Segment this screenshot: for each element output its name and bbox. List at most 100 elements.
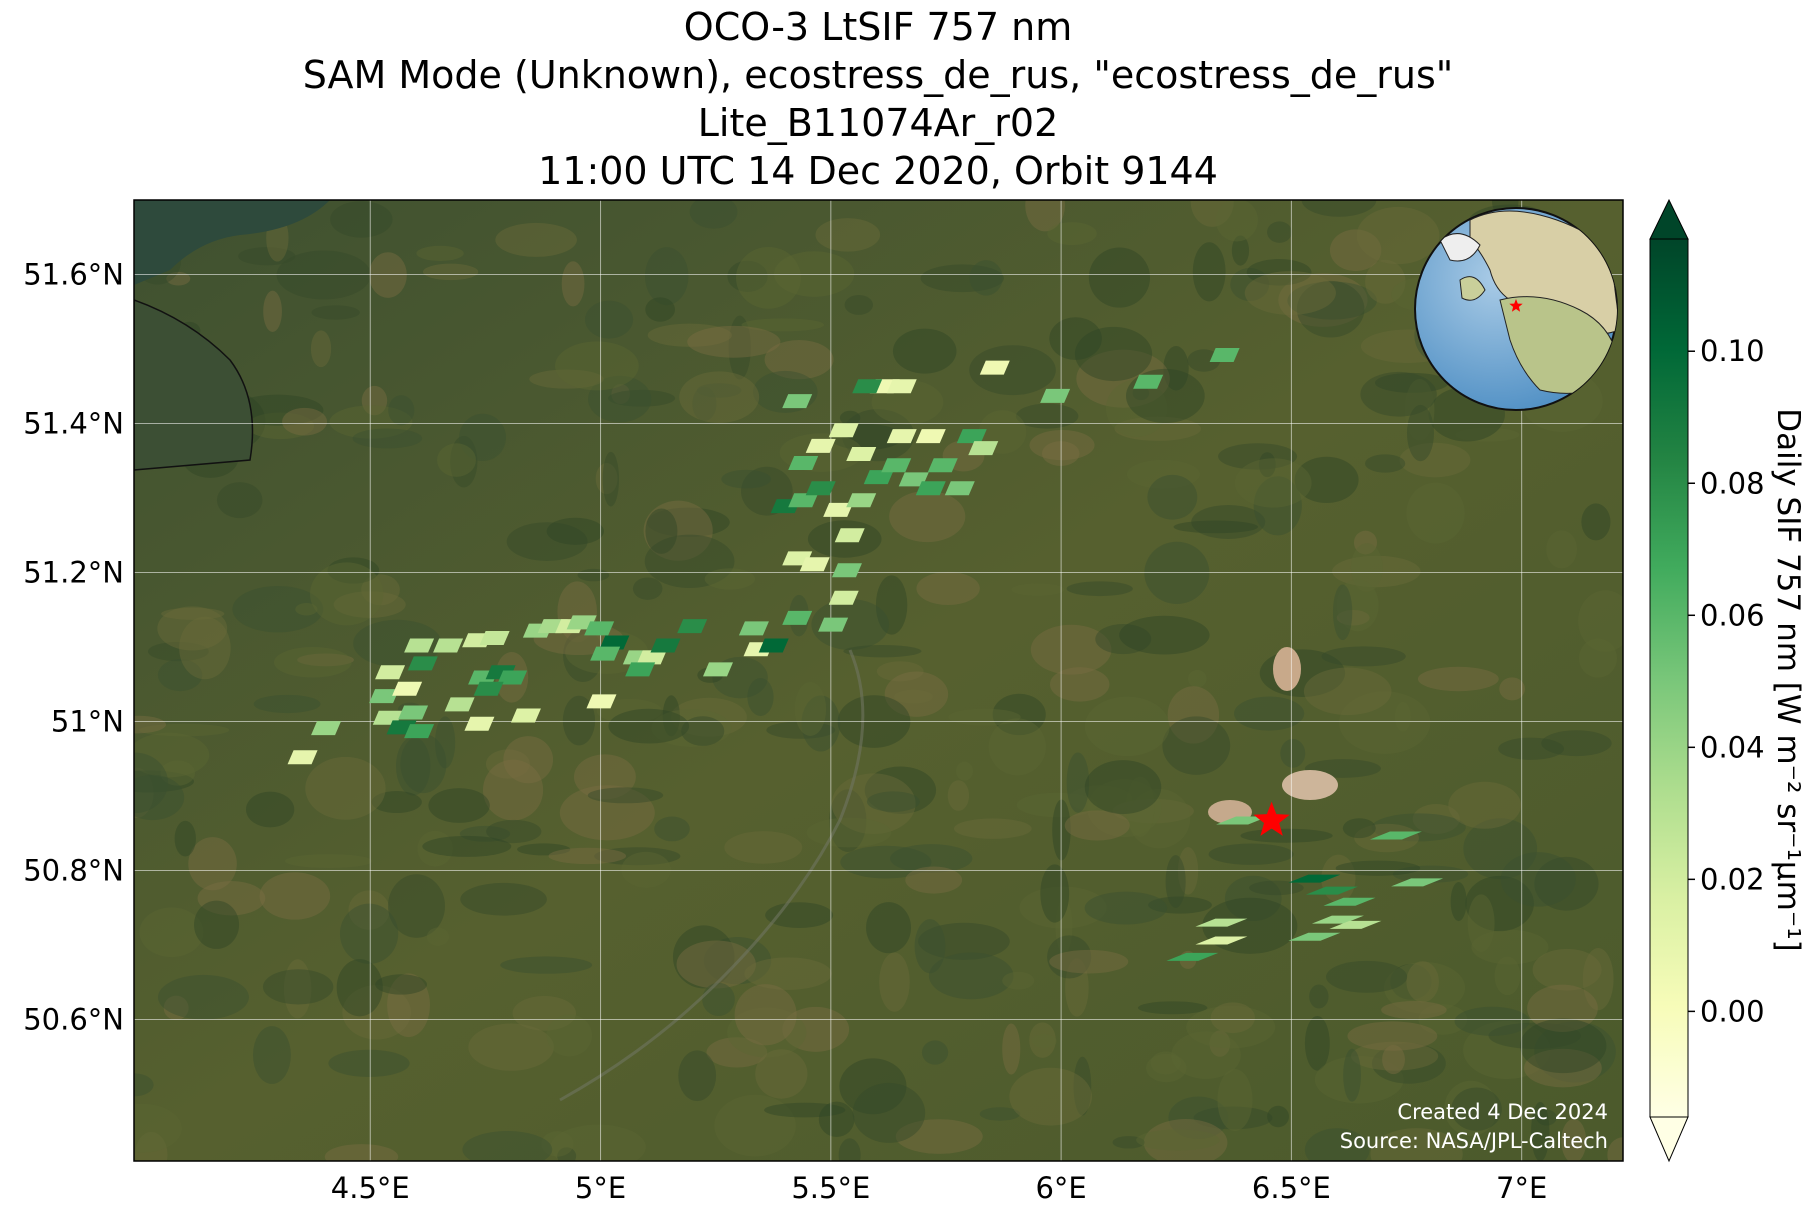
terrain-patch: [166, 271, 191, 286]
colorbar-tick-label: 0.08: [1700, 466, 1765, 500]
terrain-patch: [1210, 1002, 1255, 1034]
terrain-patch: [1338, 691, 1431, 755]
sounding: [805, 438, 836, 453]
terrain-patch: [1125, 776, 1155, 837]
terrain-patch: [512, 995, 577, 1031]
terrain-patch: [1233, 696, 1305, 731]
terrain-patch: [245, 791, 295, 828]
terrain-patch: [1162, 716, 1231, 775]
terrain-patch: [1350, 1041, 1439, 1071]
sounding: [788, 455, 819, 470]
sounding: [927, 458, 958, 473]
terrain-patch: [755, 1049, 808, 1099]
terrain-patch: [645, 297, 676, 322]
terrain-patch: [595, 463, 618, 495]
terrain-patch: [794, 682, 827, 736]
sounding: [828, 423, 859, 438]
terrain-patch: [765, 902, 834, 928]
sounding: [636, 650, 667, 665]
terrain-patch: [866, 791, 920, 812]
terrain-patch: [1546, 530, 1578, 569]
terrain-patch: [953, 818, 1032, 839]
colorbar-extend: [1649, 198, 1689, 240]
terrain-patch: [1350, 543, 1383, 592]
terrain-patch: [1132, 386, 1150, 401]
y-tick-label: 50.8°N: [23, 853, 124, 887]
terrain-patch: [818, 1101, 855, 1138]
terrain-patch: [503, 736, 554, 784]
river: [559, 649, 865, 1102]
sounding: [886, 429, 917, 444]
sounding: [782, 610, 813, 625]
terrain-patch: [1136, 1129, 1220, 1151]
chart-title: SAM Mode (Unknown), ecostress_de_rus, "e…: [303, 53, 1454, 97]
terrain-patch: [157, 659, 203, 692]
mine: [1282, 770, 1338, 800]
sounding: [1133, 374, 1164, 389]
terrain-patch: [1029, 429, 1095, 461]
terrain-patch: [134, 770, 194, 793]
terrain-patch: [495, 222, 577, 257]
land: [1459, 276, 1486, 301]
terrain-patch: [1578, 638, 1618, 678]
terrain-patch: [561, 261, 585, 307]
terrain-patch: [611, 384, 630, 405]
terrain-patch: [310, 330, 332, 368]
terrain-patch: [339, 903, 399, 964]
terrain-patch: [348, 890, 390, 930]
sounding: [1195, 936, 1248, 945]
terrain-patch: [139, 907, 204, 958]
colorbar-bar: [1649, 238, 1689, 1118]
sounding: [758, 638, 789, 653]
x-tick-label: 6°E: [1035, 1171, 1086, 1205]
terrain-patch: [297, 653, 354, 667]
terrain-patch: [1049, 949, 1129, 974]
terrain-patch: [744, 957, 832, 990]
terrain-patch: [388, 874, 445, 938]
terrain-patch: [918, 922, 1010, 960]
terrain-patch: [1208, 843, 1294, 865]
terrain-patch: [548, 847, 627, 865]
sounding: [1216, 816, 1269, 825]
sounding: [846, 493, 877, 508]
terrain-patch: [1049, 317, 1102, 361]
sounding: [805, 481, 836, 496]
terrain-patch: [563, 628, 603, 682]
terrain-patch: [1234, 458, 1312, 508]
terrain-patch: [486, 819, 542, 844]
terrain-patch: [1451, 1087, 1502, 1131]
terrain-patch: [1365, 454, 1406, 473]
y-tick-label: 51.6°N: [23, 257, 124, 291]
terrain-patch: [1450, 882, 1467, 922]
terrain-patch: [1137, 1001, 1208, 1015]
sounding: [444, 697, 475, 712]
sounding: [404, 724, 435, 739]
terrain-patch: [139, 723, 230, 737]
terrain-patch: [1488, 1022, 1582, 1050]
terrain-patch: [238, 247, 296, 266]
sounding: [956, 429, 987, 444]
terrain-patch: [147, 641, 209, 662]
terrain-patch: [687, 325, 781, 358]
terrain-patch: [1016, 792, 1098, 818]
terrain-patch: [764, 1102, 846, 1118]
map-frame: [133, 199, 1624, 1162]
terrain-patch: [643, 500, 713, 561]
sounding: [702, 662, 733, 677]
terrain-patch: [979, 1107, 1021, 1121]
terrain-patch: [894, 689, 933, 704]
sounding: [818, 617, 849, 632]
grid: [134, 200, 1623, 1161]
terrain-patch: [460, 882, 547, 916]
terrain-patch: [324, 1144, 399, 1161]
terrain-patch: [157, 974, 249, 1020]
terrain-patch: [283, 959, 312, 1019]
terrain-patch: [305, 756, 386, 820]
sounding: [398, 705, 429, 720]
terrain-patch: [1258, 452, 1276, 478]
terrain-patch: [329, 405, 413, 439]
sounding: [944, 481, 975, 496]
terrain-patch: [253, 694, 321, 714]
